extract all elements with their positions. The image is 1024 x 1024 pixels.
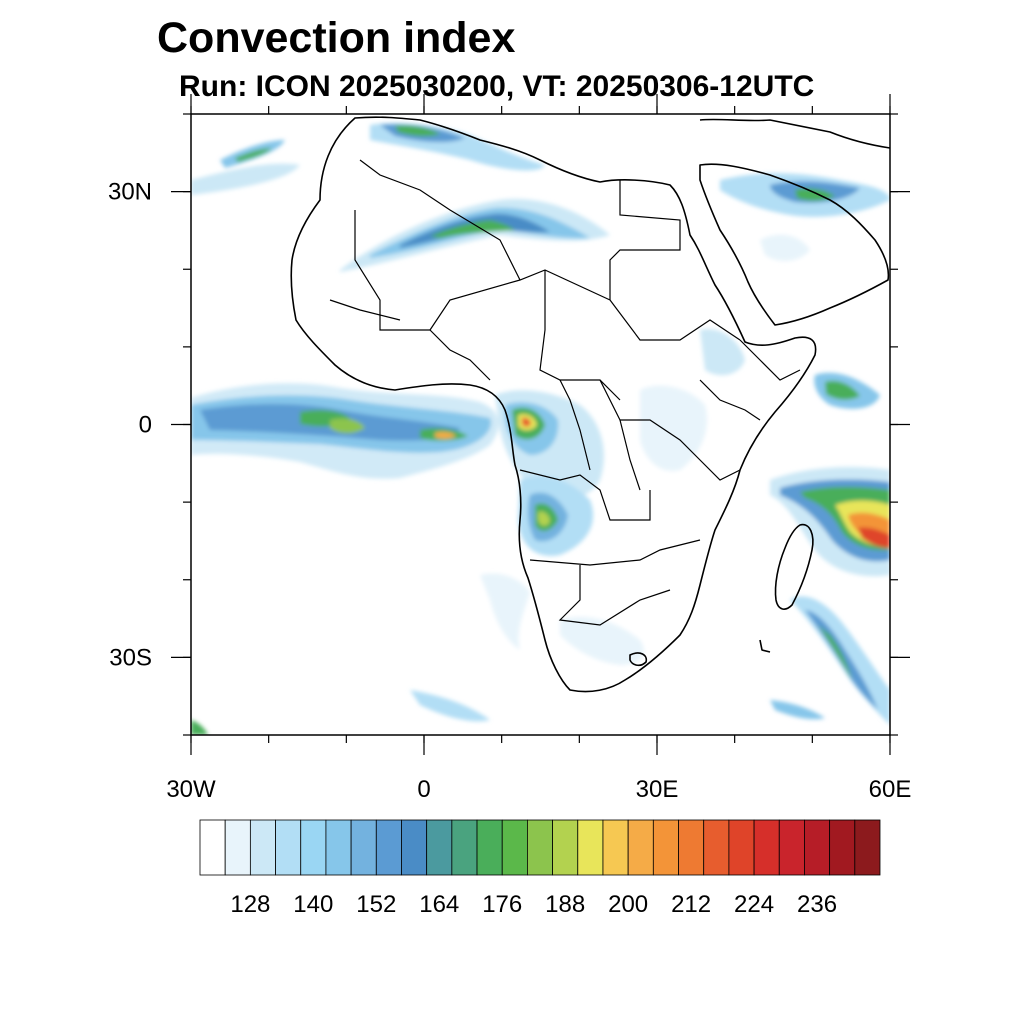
country-borders bbox=[329, 159, 801, 626]
coastlines bbox=[290, 116, 890, 693]
y-tick-label: 30S bbox=[109, 644, 152, 671]
colorbar-swatch bbox=[652, 819, 679, 876]
map-panel bbox=[190, 113, 891, 736]
colorbar-swatch bbox=[501, 819, 528, 876]
colorbar-label: 140 bbox=[293, 891, 333, 918]
colorbar-swatch bbox=[829, 819, 856, 876]
colorbar-swatch bbox=[300, 819, 327, 876]
colorbar-swatch bbox=[627, 819, 654, 876]
y-tick-label: 30N bbox=[108, 179, 152, 206]
x-tick-label: 30W bbox=[166, 776, 216, 803]
colorbar-swatch bbox=[476, 819, 503, 876]
colorbar-swatch bbox=[275, 819, 302, 876]
colorbar-swatch bbox=[325, 819, 352, 876]
colorbar-swatch bbox=[426, 819, 453, 876]
colorbar-swatch bbox=[401, 819, 428, 876]
x-tick-label: 0 bbox=[417, 776, 430, 803]
colorbar-swatch bbox=[577, 819, 604, 876]
colorbar-swatch bbox=[350, 819, 377, 876]
colorbar-swatch bbox=[249, 819, 276, 876]
colorbar-swatch bbox=[753, 819, 780, 876]
colorbar: 128 140 152 164 176 188 200 212 224 236 bbox=[199, 819, 881, 918]
colorbar-label: 224 bbox=[734, 891, 774, 918]
arabia-outline bbox=[699, 163, 890, 326]
colorbar-label: 128 bbox=[230, 891, 270, 918]
colorbar-swatch bbox=[854, 819, 881, 876]
colorbar-label: 200 bbox=[608, 891, 648, 918]
colorbar-swatch bbox=[527, 819, 553, 876]
colorbar-swatch bbox=[552, 819, 579, 876]
colorbar-swatch bbox=[703, 819, 730, 876]
colorbar-swatch bbox=[602, 819, 629, 876]
x-tick-label: 60E bbox=[869, 776, 912, 803]
colorbar-label: 176 bbox=[482, 891, 522, 918]
colorbar-swatch bbox=[678, 819, 705, 876]
colorbar-swatch bbox=[224, 819, 251, 876]
convection-field bbox=[191, 116, 890, 735]
colorbar-swatch bbox=[804, 819, 831, 876]
y-tick-label: 0 bbox=[139, 412, 152, 439]
colorbar-swatch bbox=[778, 819, 805, 876]
x-tick-label: 30E bbox=[636, 776, 679, 803]
colorbar-label: 188 bbox=[545, 891, 585, 918]
colorbar-swatch bbox=[451, 819, 478, 876]
map-axes: 30W 0 30E 60E 30N 0 30S bbox=[108, 94, 911, 803]
colorbar-swatch bbox=[199, 819, 226, 876]
colorbar-label: 152 bbox=[356, 891, 396, 918]
madagascar-outline bbox=[774, 523, 814, 610]
colorbar-label: 236 bbox=[797, 891, 837, 918]
colorbar-swatch bbox=[728, 819, 755, 876]
africa-coastline bbox=[290, 116, 817, 693]
plot-subtitle: Run: ICON 2025030200, VT: 20250306-12UTC bbox=[179, 70, 815, 103]
plot-title: Convection index bbox=[157, 14, 516, 62]
colorbar-label: 164 bbox=[419, 891, 459, 918]
colorbar-label: 212 bbox=[671, 891, 711, 918]
colorbar-swatch bbox=[375, 819, 402, 876]
